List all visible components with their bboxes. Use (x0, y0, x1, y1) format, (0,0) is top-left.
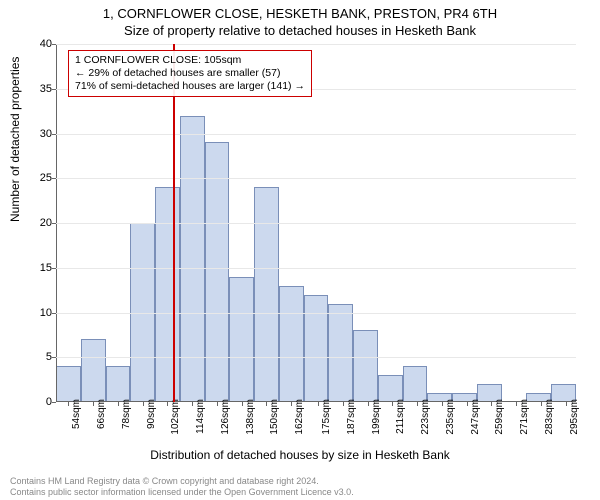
xtick-label: 114sqm (195, 399, 206, 434)
xtick-label: 247sqm (470, 399, 481, 435)
xtick-mark (266, 402, 267, 406)
xtick-label: 78sqm (121, 399, 132, 429)
ytick-mark (52, 402, 56, 403)
ytick-label: 10 (28, 307, 52, 319)
xtick-label: 235sqm (445, 399, 456, 435)
grid-line (56, 134, 576, 135)
grid-line (56, 268, 576, 269)
chart-title-line1: 1, CORNFLOWER CLOSE, HESKETH BANK, PREST… (0, 0, 600, 21)
info-line1: 1 CORNFLOWER CLOSE: 105sqm (75, 54, 305, 67)
xtick-label: 199sqm (371, 399, 382, 435)
xtick-mark (118, 402, 119, 406)
xtick-mark (442, 402, 443, 406)
xtick-label: 283sqm (544, 399, 555, 435)
ytick-mark (52, 357, 56, 358)
xtick-mark (541, 402, 542, 406)
xtick-mark (192, 402, 193, 406)
ytick-mark (52, 89, 56, 90)
xtick-label: 223sqm (420, 399, 431, 435)
chart-title-line2: Size of property relative to detached ho… (0, 21, 600, 38)
xtick-label: 66sqm (96, 399, 107, 429)
histogram-bar (403, 366, 428, 402)
histogram-bar (155, 187, 180, 402)
credits-line1: Contains HM Land Registry data © Crown c… (10, 476, 354, 487)
histogram-bar (353, 330, 378, 402)
xtick-mark (318, 402, 319, 406)
property-info-box: 1 CORNFLOWER CLOSE: 105sqm← 29% of detac… (68, 50, 312, 97)
grid-line (56, 44, 576, 45)
xtick-mark (566, 402, 567, 406)
xtick-label: 271sqm (519, 399, 530, 435)
ytick-mark (52, 44, 56, 45)
credits: Contains HM Land Registry data © Crown c… (10, 476, 354, 498)
xtick-label: 162sqm (294, 399, 305, 435)
info-line2: ← 29% of detached houses are smaller (57… (75, 67, 305, 80)
histogram-bar (205, 142, 230, 402)
histogram-bar (229, 277, 254, 402)
histogram-bar (56, 366, 81, 402)
ytick-mark (52, 223, 56, 224)
xtick-mark (242, 402, 243, 406)
ytick-mark (52, 268, 56, 269)
xtick-mark (417, 402, 418, 406)
x-axis-label: Distribution of detached houses by size … (0, 448, 600, 462)
credits-line2: Contains public sector information licen… (10, 487, 354, 498)
xtick-mark (516, 402, 517, 406)
xtick-label: 138sqm (245, 399, 256, 435)
ytick-label: 0 (28, 396, 52, 408)
ytick-label: 30 (28, 128, 52, 140)
ytick-label: 20 (28, 217, 52, 229)
xtick-label: 54sqm (71, 399, 82, 429)
histogram-bar (106, 366, 131, 402)
xtick-mark (343, 402, 344, 406)
grid-line (56, 178, 576, 179)
grid-line (56, 357, 576, 358)
ytick-mark (52, 313, 56, 314)
xtick-label: 90sqm (146, 399, 157, 429)
xtick-mark (93, 402, 94, 406)
xtick-mark (217, 402, 218, 406)
xtick-label: 126sqm (220, 399, 231, 435)
xtick-label: 211sqm (395, 399, 406, 434)
histogram-bar (378, 375, 403, 402)
ytick-label: 25 (28, 172, 52, 184)
y-axis-label: Number of detached properties (8, 57, 22, 222)
histogram-bar (304, 295, 329, 402)
histogram-bar (81, 339, 106, 402)
xtick-label: 295sqm (569, 399, 580, 435)
xtick-label: 102sqm (170, 399, 181, 435)
ytick-label: 40 (28, 38, 52, 50)
xtick-label: 150sqm (269, 399, 280, 435)
xtick-label: 259sqm (494, 399, 505, 435)
histogram-bar (328, 304, 353, 402)
xtick-mark (491, 402, 492, 406)
xtick-mark (68, 402, 69, 406)
info-line3: 71% of semi-detached houses are larger (… (75, 80, 305, 93)
xtick-mark (368, 402, 369, 406)
xtick-mark (392, 402, 393, 406)
xtick-label: 187sqm (346, 399, 357, 435)
xtick-mark (467, 402, 468, 406)
xtick-mark (143, 402, 144, 406)
histogram-bar (279, 286, 304, 402)
ytick-label: 35 (28, 83, 52, 95)
xtick-mark (291, 402, 292, 406)
ytick-label: 5 (28, 351, 52, 363)
ytick-label: 15 (28, 262, 52, 274)
plot-area: 051015202530354054sqm66sqm78sqm90sqm102s… (56, 44, 576, 402)
grid-line (56, 223, 576, 224)
histogram-bar (254, 187, 279, 402)
xtick-mark (167, 402, 168, 406)
ytick-mark (52, 178, 56, 179)
property-marker-line (173, 44, 175, 402)
xtick-label: 175sqm (321, 399, 332, 435)
grid-line (56, 313, 576, 314)
ytick-mark (52, 134, 56, 135)
histogram-bar (180, 116, 205, 402)
chart-container: 1, CORNFLOWER CLOSE, HESKETH BANK, PREST… (0, 0, 600, 500)
